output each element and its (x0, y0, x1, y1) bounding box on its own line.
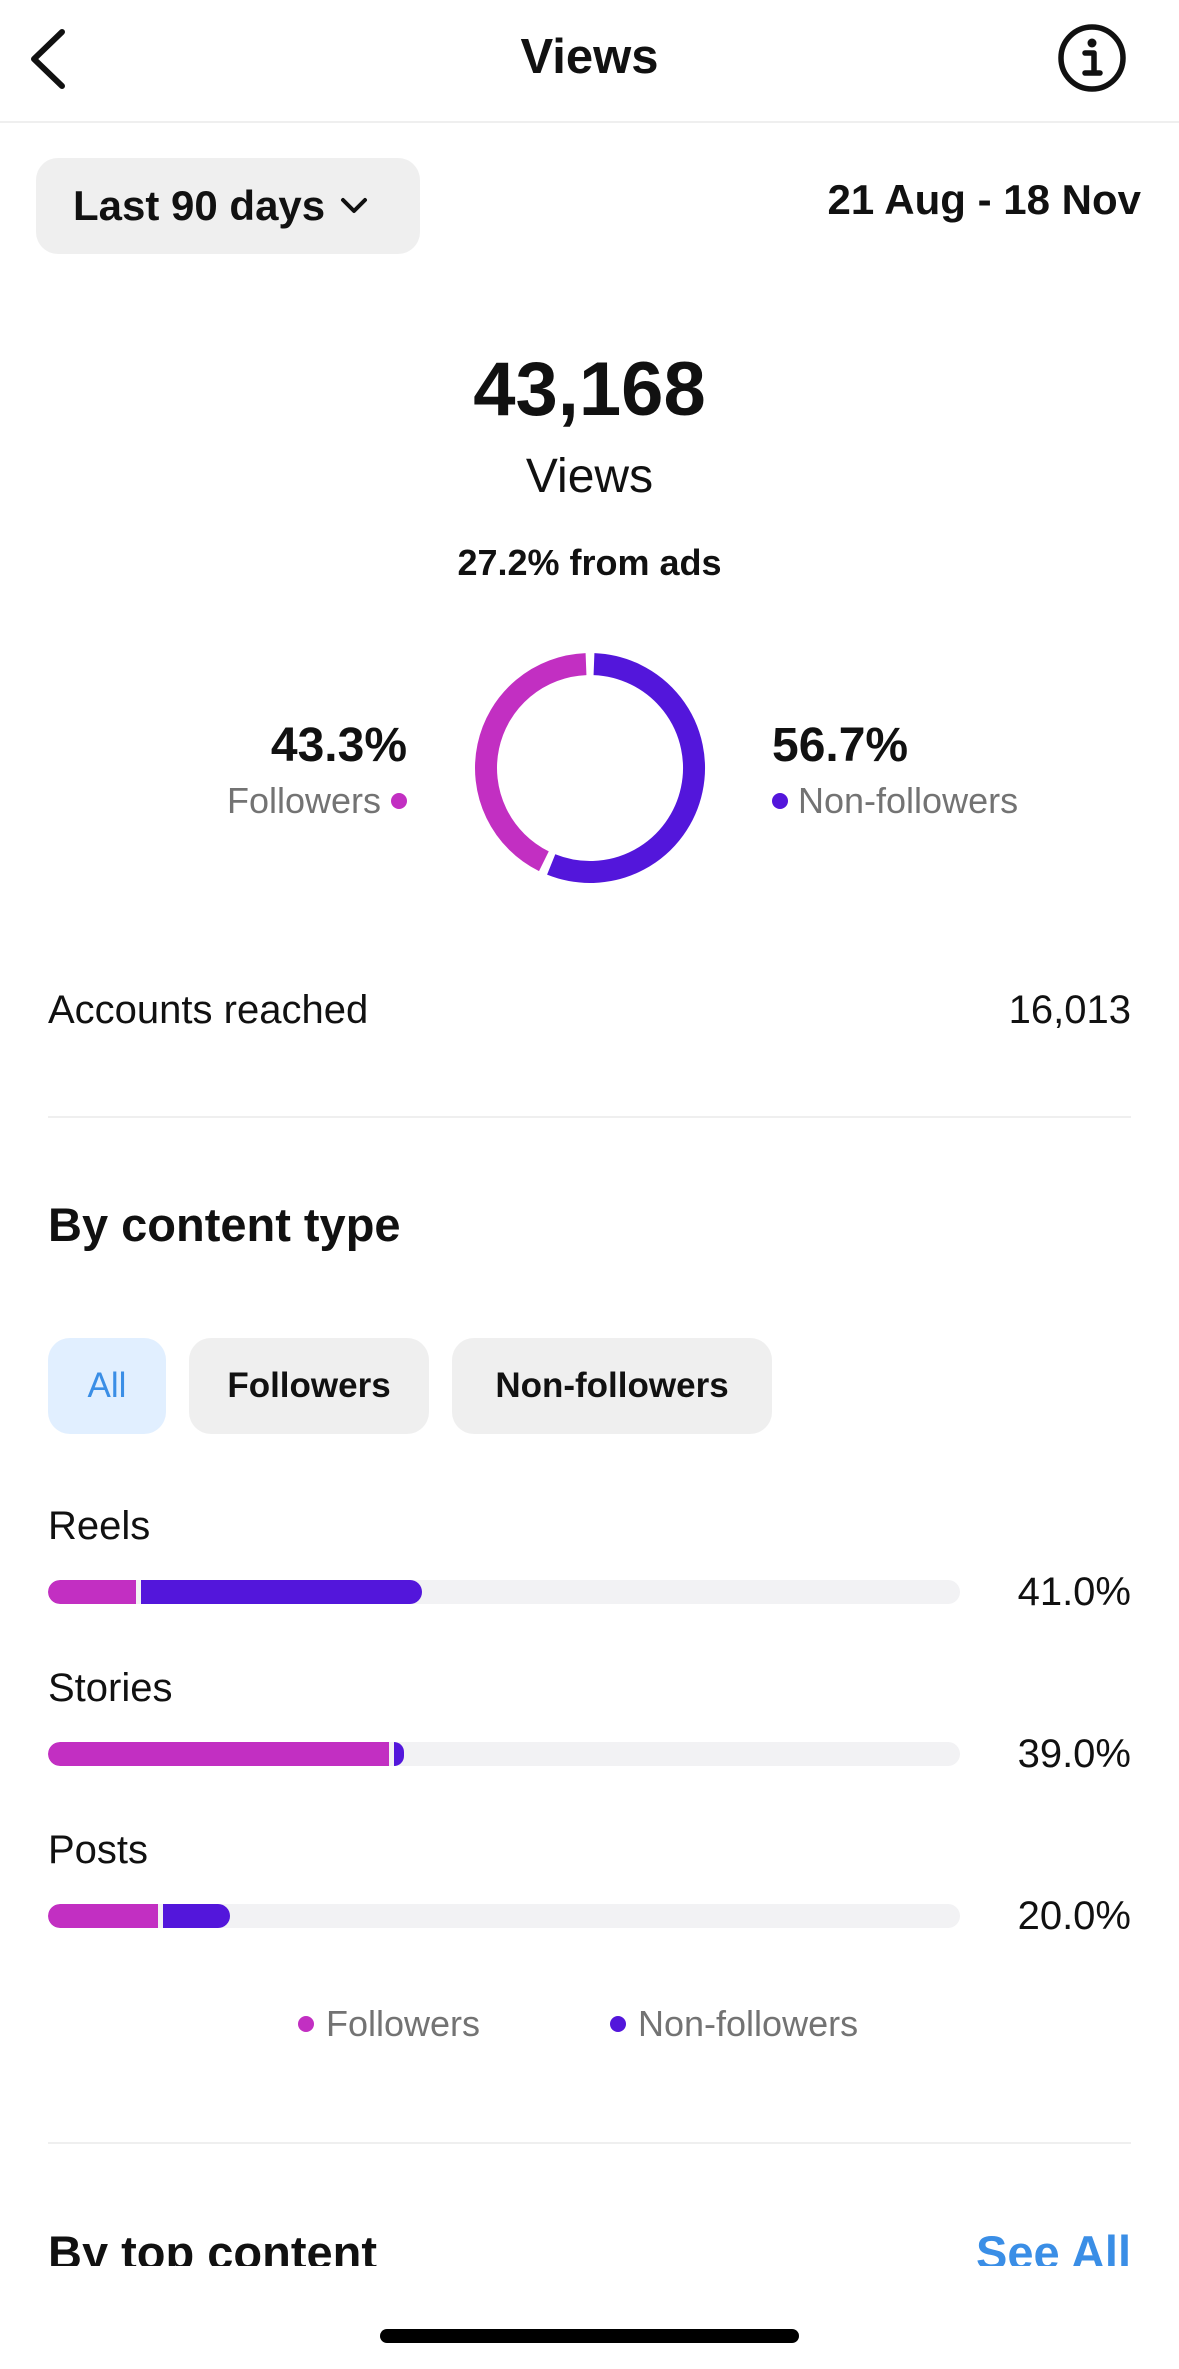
chevron-left-icon (31, 29, 65, 89)
donut-segment-followers (475, 653, 587, 872)
bar-track-reels (48, 1580, 960, 1604)
bar-segment-followers (48, 1742, 390, 1766)
top-bar (0, 0, 1179, 123)
legend-followers: Followers (298, 1998, 480, 2050)
content-type-heading: By content type (48, 1198, 401, 1251)
bar-segment-non-followers (394, 1742, 404, 1766)
non-followers-percentage: 56.7% (772, 719, 909, 772)
non-followers-dot-icon (772, 793, 788, 809)
accounts-reached-label: Accounts reached (48, 988, 369, 1032)
bar-track-posts (48, 1904, 960, 1928)
bar-segment-followers (48, 1904, 159, 1928)
bar-track-stories (48, 1742, 960, 1766)
non-followers-legend-label: Non-followers (798, 780, 1019, 821)
date-range-dropdown-label: Last 90 days (73, 182, 326, 229)
content-type-pct-posts: 20.0% (1017, 1894, 1131, 1938)
bar-segment-followers (48, 1580, 136, 1604)
content-type-pct-stories: 39.0% (1017, 1732, 1131, 1776)
content-type-label-stories: Stories (48, 1666, 173, 1710)
bar-segment-non-followers (140, 1580, 422, 1604)
legend-non-followers-label: Non-followers (638, 2003, 859, 2044)
info-icon (1058, 24, 1126, 92)
divider (48, 2142, 1131, 2144)
non-followers-legend: 56.7% Non-followers (772, 716, 1018, 826)
content-type-pct-reels: 41.0% (1017, 1570, 1131, 1614)
audience-donut-chart (475, 653, 706, 883)
date-range-dropdown[interactable]: Last 90 days (36, 158, 420, 254)
content-type-label-posts: Posts (48, 1828, 149, 1872)
ads-share: 27.2% from ads (457, 542, 722, 583)
bar-segment-non-followers (163, 1904, 231, 1928)
legend-followers-label: Followers (326, 2003, 481, 2044)
donut-segment-non-followers (547, 653, 706, 883)
followers-percentage: 43.3% (270, 719, 407, 772)
followers-dot-icon (298, 2016, 314, 2032)
filter-chip-all[interactable]: All (48, 1338, 166, 1434)
bottom-safe-area (0, 2266, 1179, 2369)
followers-legend-label: Followers (226, 780, 381, 821)
home-indicator (380, 2329, 799, 2343)
legend-non-followers: Non-followers (610, 1998, 858, 2050)
filter-chip-non-followers[interactable]: Non-followers (452, 1338, 772, 1434)
views-total: 43,168 (473, 347, 706, 432)
non-followers-dot-icon (610, 2016, 626, 2032)
info-button[interactable] (1056, 22, 1128, 94)
content-type-label-reels: Reels (48, 1504, 151, 1548)
divider (48, 1116, 1131, 1118)
filter-chip-followers[interactable]: Followers (189, 1338, 429, 1434)
page-title: Views (520, 30, 659, 84)
followers-legend: 43.3% Followers (227, 716, 407, 826)
followers-dot-icon (391, 793, 407, 809)
date-range-text: 21 Aug - 18 Nov (827, 176, 1141, 223)
accounts-reached-value: 16,013 (1008, 988, 1131, 1032)
chevron-down-icon (341, 198, 368, 213)
back-button[interactable] (20, 24, 90, 94)
views-label: Views (525, 450, 654, 503)
